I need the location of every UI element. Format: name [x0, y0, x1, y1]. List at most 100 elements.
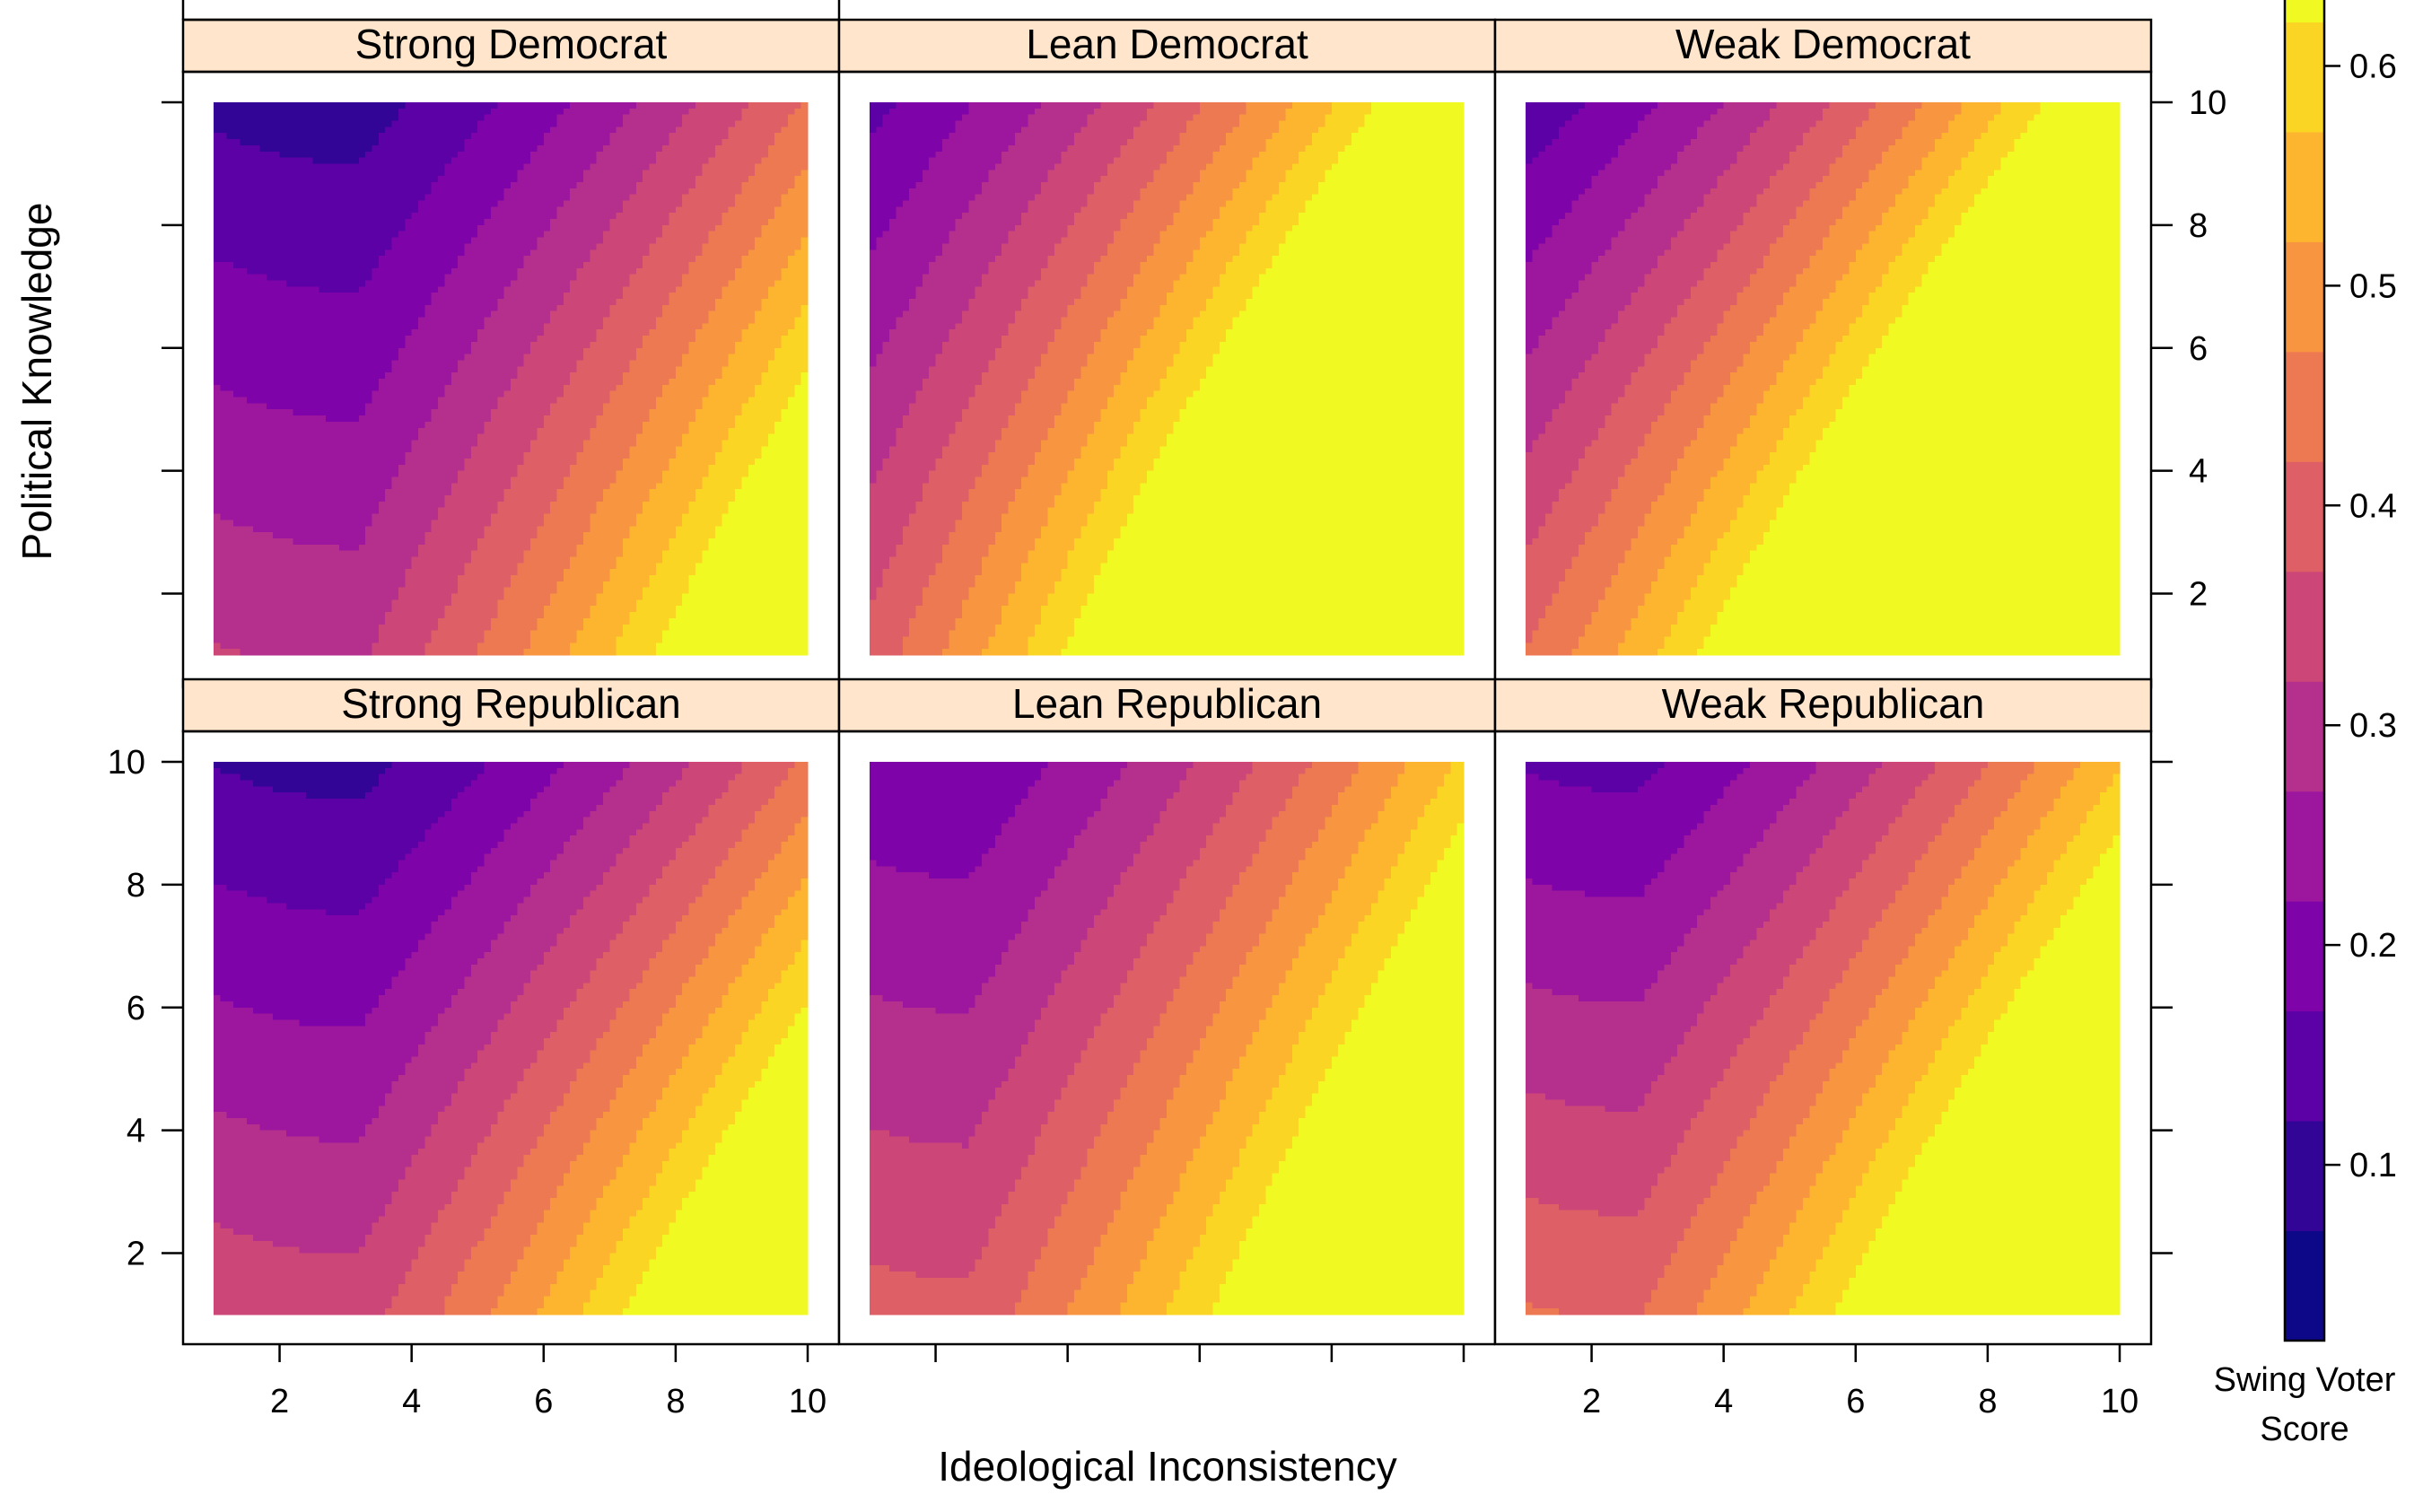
heatmap-cell — [517, 243, 524, 249]
heatmap-cell — [458, 354, 465, 361]
heatmap-cell — [504, 275, 512, 281]
heatmap-cell — [220, 440, 227, 446]
heatmap-cell — [220, 256, 227, 262]
heatmap-cell — [392, 188, 399, 195]
heatmap-cell — [339, 318, 346, 324]
heatmap-cell — [227, 139, 234, 145]
heatmap-cell — [392, 318, 399, 324]
heatmap-cell — [418, 642, 425, 649]
heatmap-cell — [365, 256, 372, 262]
heatmap-cell — [240, 323, 247, 329]
heatmap-cell — [259, 594, 267, 600]
heatmap-cell — [359, 360, 366, 366]
heatmap-cell — [485, 219, 492, 225]
heatmap-cell — [319, 631, 327, 637]
heatmap-cell — [556, 329, 564, 336]
heatmap-cell — [477, 311, 485, 318]
heatmap-cell — [511, 188, 518, 195]
heatmap-cell — [524, 225, 531, 232]
heatmap-cell — [385, 636, 392, 642]
heatmap-cell — [544, 520, 551, 526]
heatmap-cell — [405, 612, 412, 618]
heatmap-cell — [517, 158, 524, 164]
heatmap-cell — [530, 428, 538, 434]
heatmap-cell — [306, 163, 313, 170]
heatmap-cell — [544, 618, 551, 625]
heatmap-cell — [346, 594, 353, 600]
heatmap-cell — [359, 275, 366, 281]
heatmap-cell — [537, 176, 544, 182]
heatmap-cell — [556, 446, 564, 452]
heatmap-cell — [286, 434, 293, 441]
heatmap-cell — [477, 139, 485, 145]
heatmap-cell — [247, 526, 254, 532]
heatmap-cell — [524, 121, 531, 127]
heatmap-cell — [458, 286, 465, 293]
heatmap-cell — [451, 188, 459, 195]
heatmap-cell — [326, 452, 333, 459]
heatmap-cell — [293, 201, 300, 207]
heatmap-cell — [300, 452, 307, 459]
heatmap-cell — [497, 489, 504, 495]
heatmap-cell — [332, 440, 339, 446]
heatmap-cell — [477, 249, 485, 256]
heatmap-cell — [577, 354, 584, 361]
heatmap-cell — [432, 434, 439, 441]
heatmap-cell — [465, 409, 472, 415]
heatmap-cell — [570, 422, 577, 428]
heatmap-cell — [240, 495, 247, 502]
heatmap-cell — [293, 631, 300, 637]
heatmap-cell — [405, 219, 412, 225]
heatmap-cell — [511, 612, 518, 618]
heatmap-cell — [280, 551, 287, 557]
heatmap-cell — [504, 556, 512, 563]
heatmap-cell — [432, 594, 439, 600]
heatmap-cell — [326, 360, 333, 366]
heatmap-cell — [424, 109, 432, 115]
heatmap-cell — [570, 121, 577, 127]
heatmap-cell — [398, 145, 406, 152]
heatmap-cell — [564, 299, 571, 305]
heatmap-cell — [306, 342, 313, 348]
heatmap-cell — [379, 403, 386, 409]
heatmap-cell — [326, 422, 333, 428]
heatmap-cell — [465, 249, 472, 256]
heatmap-cell — [530, 452, 538, 459]
heatmap-cell — [524, 459, 531, 465]
heatmap-cell — [524, 139, 531, 145]
heatmap-cell — [544, 219, 551, 225]
heatmap-cell — [385, 508, 392, 514]
heatmap-cell — [564, 465, 571, 471]
heatmap-cell — [418, 532, 425, 538]
heatmap-cell — [220, 434, 227, 441]
heatmap-cell — [332, 372, 339, 379]
heatmap-cell — [511, 581, 518, 588]
heatmap-cell — [517, 145, 524, 152]
heatmap-cell — [544, 385, 551, 391]
heatmap-cell — [259, 575, 267, 581]
heatmap-cell — [570, 471, 577, 477]
heatmap-cell — [346, 477, 353, 484]
heatmap-cell — [398, 483, 406, 489]
heatmap-cell — [379, 280, 386, 286]
heatmap-cell — [332, 434, 339, 441]
heatmap-cell — [286, 318, 293, 324]
heatmap-cell — [312, 398, 319, 404]
heatmap-cell — [365, 372, 372, 379]
heatmap-cell — [424, 618, 432, 625]
heatmap-cell — [438, 428, 445, 434]
heatmap-cell — [253, 440, 260, 446]
heatmap-cell — [570, 520, 577, 526]
heatmap-cell — [398, 391, 406, 398]
heatmap-cell — [564, 318, 571, 324]
heatmap-cell — [365, 206, 372, 213]
heatmap-cell — [458, 348, 465, 354]
heatmap-cell — [253, 360, 260, 366]
heatmap-cell — [438, 152, 445, 158]
heatmap-cell — [332, 379, 339, 385]
heatmap-cell — [326, 329, 333, 336]
heatmap-cell — [293, 366, 300, 372]
heatmap-cell — [247, 354, 254, 361]
heatmap-cell — [365, 594, 372, 600]
heatmap-cell — [530, 366, 538, 372]
